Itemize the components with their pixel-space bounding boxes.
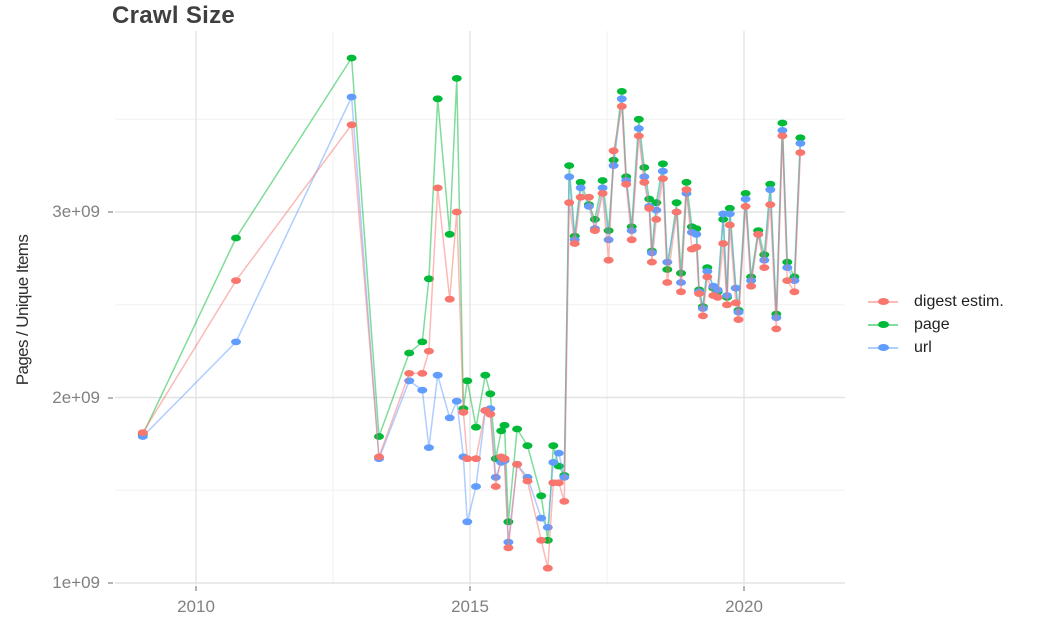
- chart-title: Crawl Size: [112, 2, 236, 29]
- y-axis-tick: [108, 582, 113, 584]
- x-axis-tick: [743, 586, 745, 591]
- y-tick-label: 3e+09: [52, 202, 100, 221]
- y-tick-label: 1e+09: [52, 573, 100, 592]
- legend-item-url: url: [868, 336, 1004, 359]
- x-tick-label: 2015: [451, 597, 489, 616]
- y-tick-label: 2e+09: [52, 388, 100, 407]
- legend-key-icon: [868, 295, 898, 309]
- legend-item-page: page: [868, 313, 1004, 336]
- legend-item-label: digest estim.: [914, 292, 1004, 310]
- x-axis-tick: [195, 586, 197, 591]
- y-axis-title: Pages / Unique Items: [13, 234, 32, 386]
- x-tick-label: 2020: [725, 597, 763, 616]
- x-axis-tick: [469, 586, 471, 591]
- x-tick-label: 2010: [177, 597, 215, 616]
- y-axis-tick: [108, 211, 113, 213]
- legend-key-icon: [868, 318, 898, 332]
- legend-key-icon: [868, 341, 898, 355]
- legend: digest estim. page url: [868, 290, 1004, 359]
- legend-item-label: page: [914, 315, 950, 333]
- plot-area: [115, 31, 845, 585]
- legend-item-digest-estim: digest estim.: [868, 290, 1004, 313]
- legend-item-label: url: [914, 338, 932, 356]
- y-axis-tick: [108, 397, 113, 399]
